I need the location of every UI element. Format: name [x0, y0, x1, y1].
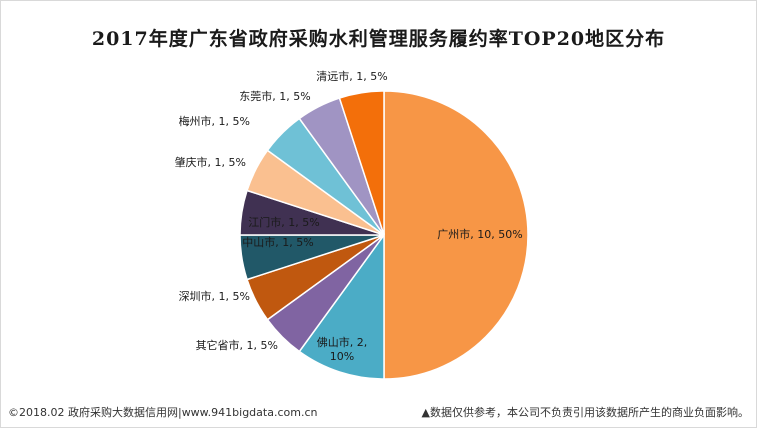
pie-labels: 广州市, 10, 50% 佛山市, 2,10% 其它省市, 1, 5% 深圳市, 1,…: [175, 69, 523, 363]
footer-copyright: ©2018.02 政府采购大数据信用网|www.941bigdata.com.c…: [8, 406, 318, 419]
pie-label-其它省市: 其它省市, 1, 5%: [196, 338, 278, 352]
pie-label-广州市: 广州市, 10, 50%: [437, 227, 522, 241]
pie-label-深圳市: 深圳市, 1, 5%: [179, 289, 250, 303]
pie-label-江门市: 江门市, 1, 5%: [248, 215, 319, 229]
pie-label-东莞市: 东莞市, 1, 5%: [239, 89, 310, 103]
pie-slice-佛山市: [298, 232, 385, 380]
pie-label-佛山市-line2: 10%: [330, 350, 354, 363]
pie-slice-清远市: [338, 90, 385, 236]
pie-label-清远市: 清远市, 1, 5%: [316, 69, 387, 83]
pie-label-梅州市: 梅州市, 1, 5%: [179, 114, 250, 128]
pie-slices: [239, 90, 529, 380]
pie-label-中山市: 中山市, 1, 5%: [242, 235, 313, 249]
pie-label-佛山市-line1: 佛山市, 2,: [317, 335, 368, 349]
footer-disclaimer: ▲数据仅供参考，本公司不负责引用该数据所产生的商业负面影响。: [421, 406, 749, 419]
pie-label-肇庆市: 肇庆市, 1, 5%: [175, 155, 246, 169]
chart-title: 2017年度广东省政府采购水利管理服务履约率TOP20地区分布: [91, 28, 666, 50]
pie-slice-广州市: [383, 90, 529, 380]
